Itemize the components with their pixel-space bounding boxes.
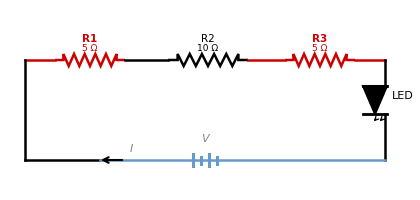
Text: R2: R2: [201, 34, 215, 44]
Text: R3: R3: [312, 34, 328, 44]
Text: 5 Ω: 5 Ω: [82, 44, 98, 53]
Text: V: V: [201, 134, 209, 144]
Text: I: I: [130, 144, 133, 154]
Polygon shape: [363, 86, 387, 114]
Text: LED: LED: [392, 91, 414, 101]
Text: R1: R1: [82, 34, 97, 44]
Text: 10 Ω: 10 Ω: [197, 44, 218, 53]
Text: 5 Ω: 5 Ω: [312, 44, 328, 53]
